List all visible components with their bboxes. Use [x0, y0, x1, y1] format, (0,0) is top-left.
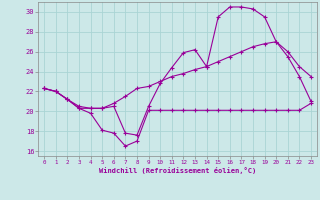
- X-axis label: Windchill (Refroidissement éolien,°C): Windchill (Refroidissement éolien,°C): [99, 167, 256, 174]
